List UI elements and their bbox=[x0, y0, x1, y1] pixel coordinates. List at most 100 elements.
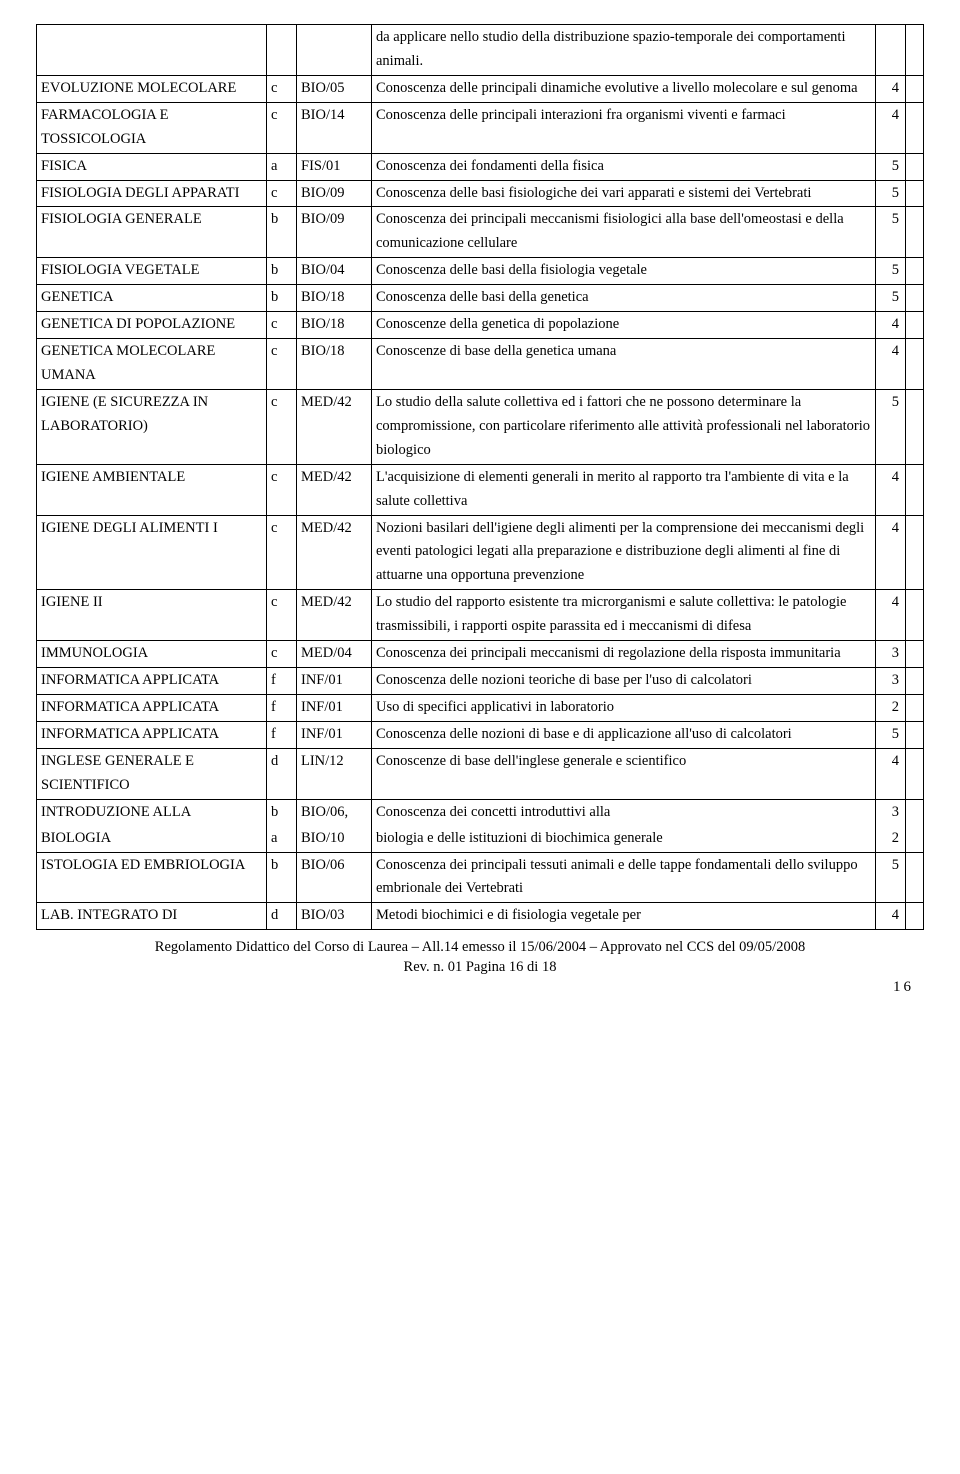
table-cell-c5: 3 bbox=[876, 668, 906, 695]
table-row: IGIENE DEGLI ALIMENTI IcMED/42Nozioni ba… bbox=[37, 515, 924, 590]
table-cell-c1: IGIENE II bbox=[37, 590, 267, 641]
table-row: INFORMATICA APPLICATAfINF/01Uso di speci… bbox=[37, 694, 924, 721]
table-cell-c4: Uso di specifici applicativi in laborato… bbox=[372, 694, 876, 721]
table-cell-c4: Metodi biochimici e di fisiologia vegeta… bbox=[372, 903, 876, 930]
table-row: IGIENE IIcMED/42Lo studio del rapporto e… bbox=[37, 590, 924, 641]
table-row: INTRODUZIONE ALLAbBIO/06,Conoscenza dei … bbox=[37, 799, 924, 825]
table-cell-c6 bbox=[906, 590, 924, 641]
table-row: IGIENE AMBIENTALEcMED/42L'acquisizione d… bbox=[37, 464, 924, 515]
table-cell-c2: f bbox=[267, 721, 297, 748]
table-cell-c3 bbox=[297, 25, 372, 76]
table-cell-c6 bbox=[906, 389, 924, 464]
table-cell-c5: 5 bbox=[876, 721, 906, 748]
table-cell-c1: GENETICA DI POPOLAZIONE bbox=[37, 312, 267, 339]
table-cell-c4: Conoscenza dei principali tessuti animal… bbox=[372, 852, 876, 903]
table-cell-c3: BIO/18 bbox=[297, 312, 372, 339]
table-cell-c6 bbox=[906, 180, 924, 207]
table-cell-c6 bbox=[906, 826, 924, 852]
table-cell-c2: f bbox=[267, 694, 297, 721]
table-cell-c5: 4 bbox=[876, 75, 906, 102]
table-row: IMMUNOLOGIAcMED/04Conoscenza dei princip… bbox=[37, 641, 924, 668]
table-row: GENETICAbBIO/18Conoscenza delle basi del… bbox=[37, 285, 924, 312]
table-cell-c4: Conoscenza delle basi della genetica bbox=[372, 285, 876, 312]
table-cell-c1: GENETICA bbox=[37, 285, 267, 312]
table-row: INFORMATICA APPLICATAfINF/01Conoscenza d… bbox=[37, 668, 924, 695]
table-cell-c6 bbox=[906, 207, 924, 258]
table-cell-c5: 4 bbox=[876, 312, 906, 339]
table-cell-c5: 5 bbox=[876, 258, 906, 285]
table-cell-c3: BIO/04 bbox=[297, 258, 372, 285]
table-cell-c1: EVOLUZIONE MOLECOLARE bbox=[37, 75, 267, 102]
table-row: FARMACOLOGIA E TOSSICOLOGIAcBIO/14Conosc… bbox=[37, 102, 924, 153]
table-cell-c5: 4 bbox=[876, 748, 906, 799]
table-cell-c5: 4 bbox=[876, 102, 906, 153]
table-row: FISICAaFIS/01Conoscenza dei fondamenti d… bbox=[37, 153, 924, 180]
table-cell-c2: f bbox=[267, 668, 297, 695]
table-cell-c1: FISIOLOGIA DEGLI APPARATI bbox=[37, 180, 267, 207]
table-cell-c5: 4 bbox=[876, 464, 906, 515]
table-cell-c1: LAB. INTEGRATO DI bbox=[37, 903, 267, 930]
table-cell-c6 bbox=[906, 668, 924, 695]
table-row: EVOLUZIONE MOLECOLAREcBIO/05Conoscenza d… bbox=[37, 75, 924, 102]
table-cell-c4: Lo studio del rapporto esistente tra mic… bbox=[372, 590, 876, 641]
table-cell-c1: IMMUNOLOGIA bbox=[37, 641, 267, 668]
table-cell-c3: MED/04 bbox=[297, 641, 372, 668]
table-cell-c2: d bbox=[267, 748, 297, 799]
table-cell-c2: c bbox=[267, 464, 297, 515]
table-cell-c2: c bbox=[267, 312, 297, 339]
table-cell-c3: INF/01 bbox=[297, 721, 372, 748]
table-cell-c3: MED/42 bbox=[297, 515, 372, 590]
table-cell-c1: INTRODUZIONE ALLA bbox=[37, 799, 267, 825]
table-cell-c2 bbox=[267, 25, 297, 76]
table-row: da applicare nello studio della distribu… bbox=[37, 25, 924, 76]
table-cell-c2: b bbox=[267, 258, 297, 285]
table-cell-c4: Nozioni basilari dell'igiene degli alime… bbox=[372, 515, 876, 590]
table-cell-c5: 5 bbox=[876, 207, 906, 258]
table-row: BIOLOGIAaBIO/10biologia e delle istituzi… bbox=[37, 826, 924, 852]
table-cell-c5: 2 bbox=[876, 826, 906, 852]
table-cell-c3: LIN/12 bbox=[297, 748, 372, 799]
table-cell-c3: BIO/14 bbox=[297, 102, 372, 153]
footer-line2: Rev. n. 01 Pagina 16 di 18 bbox=[404, 959, 557, 975]
table-cell-c1: INGLESE GENERALE E SCIENTIFICO bbox=[37, 748, 267, 799]
table-cell-c4: Conoscenze di base dell'inglese generale… bbox=[372, 748, 876, 799]
table-cell-c6 bbox=[906, 694, 924, 721]
table-row: FISIOLOGIA GENERALEbBIO/09Conoscenza dei… bbox=[37, 207, 924, 258]
table-cell-c1: FISIOLOGIA VEGETALE bbox=[37, 258, 267, 285]
table-cell-c2: d bbox=[267, 903, 297, 930]
table-cell-c1: INFORMATICA APPLICATA bbox=[37, 668, 267, 695]
table-cell-c5: 5 bbox=[876, 389, 906, 464]
table-cell-c2: c bbox=[267, 641, 297, 668]
table-cell-c4: Conoscenza delle principali dinamiche ev… bbox=[372, 75, 876, 102]
table-cell-c3: BIO/06 bbox=[297, 852, 372, 903]
table-cell-c2: b bbox=[267, 799, 297, 825]
table-cell-c2: c bbox=[267, 102, 297, 153]
table-cell-c2: c bbox=[267, 180, 297, 207]
table-cell-c2: c bbox=[267, 75, 297, 102]
table-row: INFORMATICA APPLICATAfINF/01Conoscenza d… bbox=[37, 721, 924, 748]
table-cell-c3: BIO/05 bbox=[297, 75, 372, 102]
table-cell-c1: FISICA bbox=[37, 153, 267, 180]
table-cell-c6 bbox=[906, 464, 924, 515]
table-cell-c4: biologia e delle istituzioni di biochimi… bbox=[372, 826, 876, 852]
table-row: GENETICA MOLECOLARE UMANAcBIO/18Conoscen… bbox=[37, 339, 924, 390]
table-cell-c3: BIO/09 bbox=[297, 180, 372, 207]
table-cell-c6 bbox=[906, 852, 924, 903]
table-row: FISIOLOGIA VEGETALEbBIO/04Conoscenza del… bbox=[37, 258, 924, 285]
table-cell-c5: 4 bbox=[876, 903, 906, 930]
table-cell-c2: c bbox=[267, 590, 297, 641]
table-cell-c5: 2 bbox=[876, 694, 906, 721]
table-cell-c3: BIO/06, bbox=[297, 799, 372, 825]
table-cell-c6 bbox=[906, 641, 924, 668]
table-cell-c3: MED/42 bbox=[297, 590, 372, 641]
table-row: GENETICA DI POPOLAZIONEcBIO/18Conoscenze… bbox=[37, 312, 924, 339]
table-row: LAB. INTEGRATO DIdBIO/03Metodi biochimic… bbox=[37, 903, 924, 930]
table-cell-c1 bbox=[37, 25, 267, 76]
table-cell-c4: Conoscenza dei concetti introduttivi all… bbox=[372, 799, 876, 825]
table-row: IGIENE (E SICUREZZA IN LABORATORIO)cMED/… bbox=[37, 389, 924, 464]
table-cell-c5: 5 bbox=[876, 153, 906, 180]
table-cell-c6 bbox=[906, 25, 924, 76]
table-cell-c6 bbox=[906, 75, 924, 102]
table-cell-c1: IGIENE AMBIENTALE bbox=[37, 464, 267, 515]
table-row: INGLESE GENERALE E SCIENTIFICOdLIN/12Con… bbox=[37, 748, 924, 799]
